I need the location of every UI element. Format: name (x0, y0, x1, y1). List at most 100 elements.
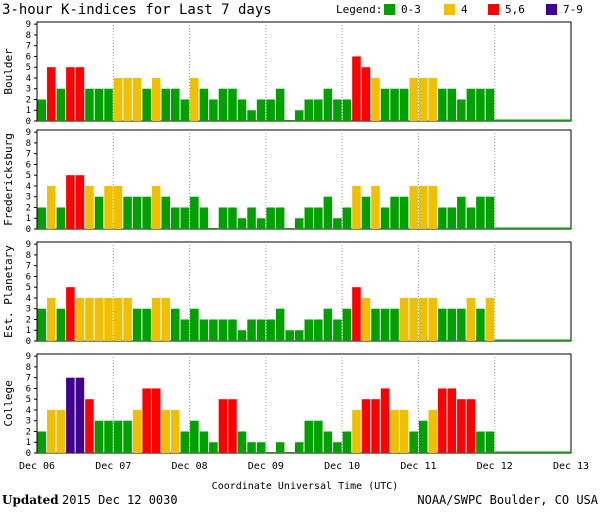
k-bar (161, 297, 170, 341)
y-tick-label: 5 (26, 171, 31, 181)
k-bar (409, 297, 418, 341)
k-bar (151, 388, 161, 453)
k-bar (56, 207, 66, 229)
k-bar (409, 185, 418, 229)
legend-swatch-red (488, 4, 499, 15)
k-bar (285, 228, 294, 229)
y-tick-label: 2 (26, 95, 31, 105)
y-tick-label: 8 (26, 363, 31, 373)
k-bar (399, 297, 409, 341)
y-tick-label: 1 (26, 214, 31, 224)
k-bar (275, 207, 285, 229)
y-tick-label: 3 (26, 417, 31, 427)
k-bar (476, 196, 485, 229)
y-tick-label: 7 (26, 262, 31, 272)
k-bar (447, 88, 457, 121)
k-bar (209, 442, 218, 453)
k-bar (247, 110, 256, 121)
k-bar (151, 297, 161, 341)
k-bar (161, 196, 170, 229)
panel-title: College (2, 380, 15, 426)
x-axis-label: Coordinate Universal Time (UTC) (212, 481, 399, 492)
y-tick-label: 0 (26, 337, 31, 347)
k-bar (294, 218, 304, 229)
k-bar (218, 319, 228, 341)
y-tick-label: 8 (26, 31, 31, 41)
k-bar (304, 319, 314, 341)
k-bar (47, 67, 56, 121)
k-bar (447, 308, 457, 341)
k-bar (438, 88, 447, 121)
k-bar (438, 308, 447, 341)
k-bar (75, 175, 85, 229)
y-tick-label: 3 (26, 305, 31, 315)
k-bar (275, 442, 285, 453)
y-tick-label: 5 (26, 63, 31, 73)
x-tick-label: Dec 08 (172, 461, 208, 472)
k-bar (190, 77, 199, 121)
k-bar (66, 377, 75, 453)
y-tick-label: 6 (26, 52, 31, 62)
k-bar (304, 420, 314, 453)
k-bar (418, 297, 428, 341)
k-bar (256, 442, 266, 453)
k-bar (75, 377, 85, 453)
k-bar (113, 185, 123, 229)
k-bar (104, 420, 113, 453)
k-bar (142, 388, 151, 453)
k-bar (199, 88, 209, 121)
k-bar (209, 319, 218, 341)
k-bar (409, 431, 418, 453)
no-data-baseline (494, 339, 571, 341)
k-bar (37, 431, 47, 453)
k-bar (380, 88, 390, 121)
y-tick-label: 6 (26, 160, 31, 170)
k-bar (256, 319, 266, 341)
chart-title: 3-hour K-indices for Last 7 days (2, 2, 272, 18)
k-bar (47, 185, 56, 229)
legend-label-red: 5,6 (505, 3, 525, 16)
k-bar (94, 297, 104, 341)
k-bar (323, 431, 333, 453)
k-bar (333, 218, 342, 229)
k-bar (256, 99, 266, 121)
k-bar (314, 319, 323, 341)
k-bar (209, 99, 218, 121)
k-bar (171, 409, 180, 453)
k-bar (247, 319, 256, 341)
no-data-baseline (494, 227, 571, 229)
x-tick-label: Dec 13 (553, 461, 589, 472)
k-bar (94, 420, 104, 453)
k-bar (457, 399, 466, 453)
k-bar (123, 77, 132, 121)
k-bar (285, 120, 294, 121)
k-bar (237, 431, 247, 453)
k-bar (399, 409, 409, 453)
k-bar (418, 77, 428, 121)
k-bar (151, 185, 161, 229)
k-bar (66, 287, 75, 341)
k-bar (352, 409, 361, 453)
x-tick-label: Dec 12 (477, 461, 513, 472)
k-bar (218, 207, 228, 229)
k-bar (228, 207, 237, 229)
k-bar (113, 77, 123, 121)
k-bar (56, 308, 66, 341)
k-bar (466, 399, 476, 453)
y-tick-label: 2 (26, 315, 31, 325)
k-bar (85, 297, 94, 341)
y-tick-label: 5 (26, 283, 31, 293)
y-tick-label: 9 (26, 240, 31, 250)
y-tick-label: 7 (26, 150, 31, 160)
k-bar (85, 399, 94, 453)
k-bar (352, 185, 361, 229)
k-bar (132, 308, 142, 341)
k-bar (94, 196, 104, 229)
k-bar (161, 409, 170, 453)
legend-label-purple: 7-9 (563, 3, 583, 16)
k-bar (247, 442, 256, 453)
x-tick-label: Dec 09 (248, 461, 284, 472)
k-bar (275, 308, 285, 341)
